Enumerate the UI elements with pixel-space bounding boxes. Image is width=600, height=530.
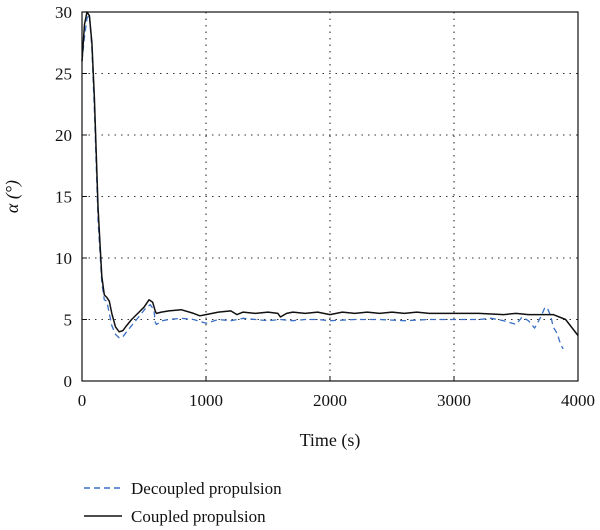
x-axis-label: Time (s) bbox=[300, 430, 361, 451]
legend-label-coupled: Coupled propulsion bbox=[131, 507, 266, 526]
legend-label-decoupled: Decoupled propulsion bbox=[131, 479, 282, 498]
x-tick-label: 3000 bbox=[437, 391, 471, 410]
series-line-coupled bbox=[81, 11, 579, 336]
y-tick-label: 15 bbox=[55, 188, 72, 207]
ticks: 0 1000 2000 3000 4000 0 5 10 15 20 25 30 bbox=[55, 3, 595, 410]
legend: Decoupled propulsion Coupled propulsion bbox=[84, 479, 282, 526]
series-line-decoupled bbox=[81, 13, 564, 350]
grid bbox=[82, 12, 578, 381]
y-tick-label: 5 bbox=[64, 311, 73, 330]
series-layer bbox=[81, 11, 579, 350]
x-tick-label: 4000 bbox=[561, 391, 595, 410]
y-tick-label: 0 bbox=[64, 372, 73, 391]
y-tick-label: 10 bbox=[55, 249, 72, 268]
x-tick-label: 2000 bbox=[313, 391, 347, 410]
x-tick-label: 0 bbox=[78, 391, 87, 410]
x-tick-label: 1000 bbox=[189, 391, 223, 410]
y-tick-label: 30 bbox=[55, 3, 72, 22]
y-tick-label: 20 bbox=[55, 126, 72, 145]
y-axis-label: α (°) bbox=[2, 180, 23, 213]
y-tick-label: 25 bbox=[55, 65, 72, 84]
